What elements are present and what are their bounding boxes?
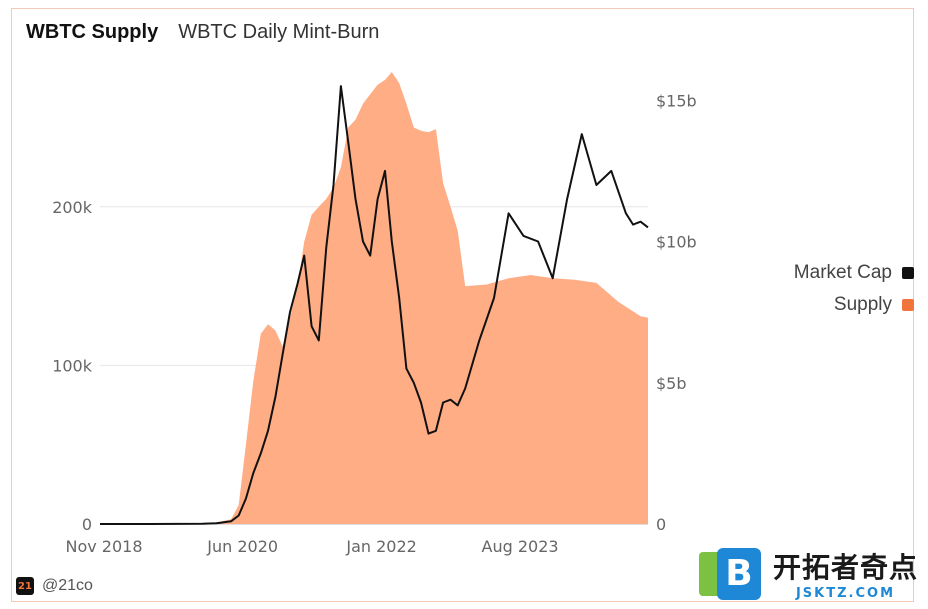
series-market-cap-line [100, 85, 649, 525]
y-left-tick-label: 0 [82, 515, 92, 534]
legend-swatch-supply [902, 299, 914, 311]
series-supply-area [100, 72, 648, 524]
legend-label-market-cap: Market Cap [793, 262, 892, 283]
y-left-tick-label: 100k [52, 356, 93, 375]
tab-wbtc-supply[interactable]: WBTC Supply [26, 21, 159, 43]
footer-attribution: 21 @21co [16, 577, 93, 595]
legend-swatch-market-cap [902, 267, 914, 279]
watermark-text: 开拓者奇点 [772, 551, 918, 584]
x-tick-label: Aug 2023 [482, 537, 559, 556]
tab-wbtc-daily-mint-burn[interactable]: WBTC Daily Mint-Burn [178, 21, 380, 43]
y-left-tick-label: 200k [52, 198, 93, 217]
y-right-tick-label: $15b [656, 91, 697, 110]
x-tick-label: Jan 2022 [345, 537, 416, 556]
watermark-letter: B [716, 547, 761, 600]
legend-item-supply[interactable]: Supply [794, 294, 914, 316]
y-right-tick-label: $10b [656, 233, 697, 252]
chart-tabs: WBTC Supply WBTC Daily Mint-Burn [26, 21, 379, 44]
y-right-tick-label: 0 [656, 515, 666, 534]
watermark-url: JSKTZ.COM [795, 586, 896, 601]
21co-logo-icon: 21 [16, 577, 34, 595]
x-tick-label: Jun 2020 [206, 537, 278, 556]
footer-handle[interactable]: @21co [42, 577, 93, 594]
chart-legend: Market Cap Supply [794, 262, 914, 326]
watermark: B 开拓者奇点 JSKTZ.COM [698, 546, 918, 601]
legend-label-supply: Supply [833, 294, 892, 315]
legend-item-market-cap[interactable]: Market Cap [794, 262, 914, 284]
y-right-tick-label: $5b [656, 374, 687, 393]
x-tick-label: Nov 2018 [65, 537, 142, 556]
watermark-logo-icon: B [698, 547, 763, 600]
